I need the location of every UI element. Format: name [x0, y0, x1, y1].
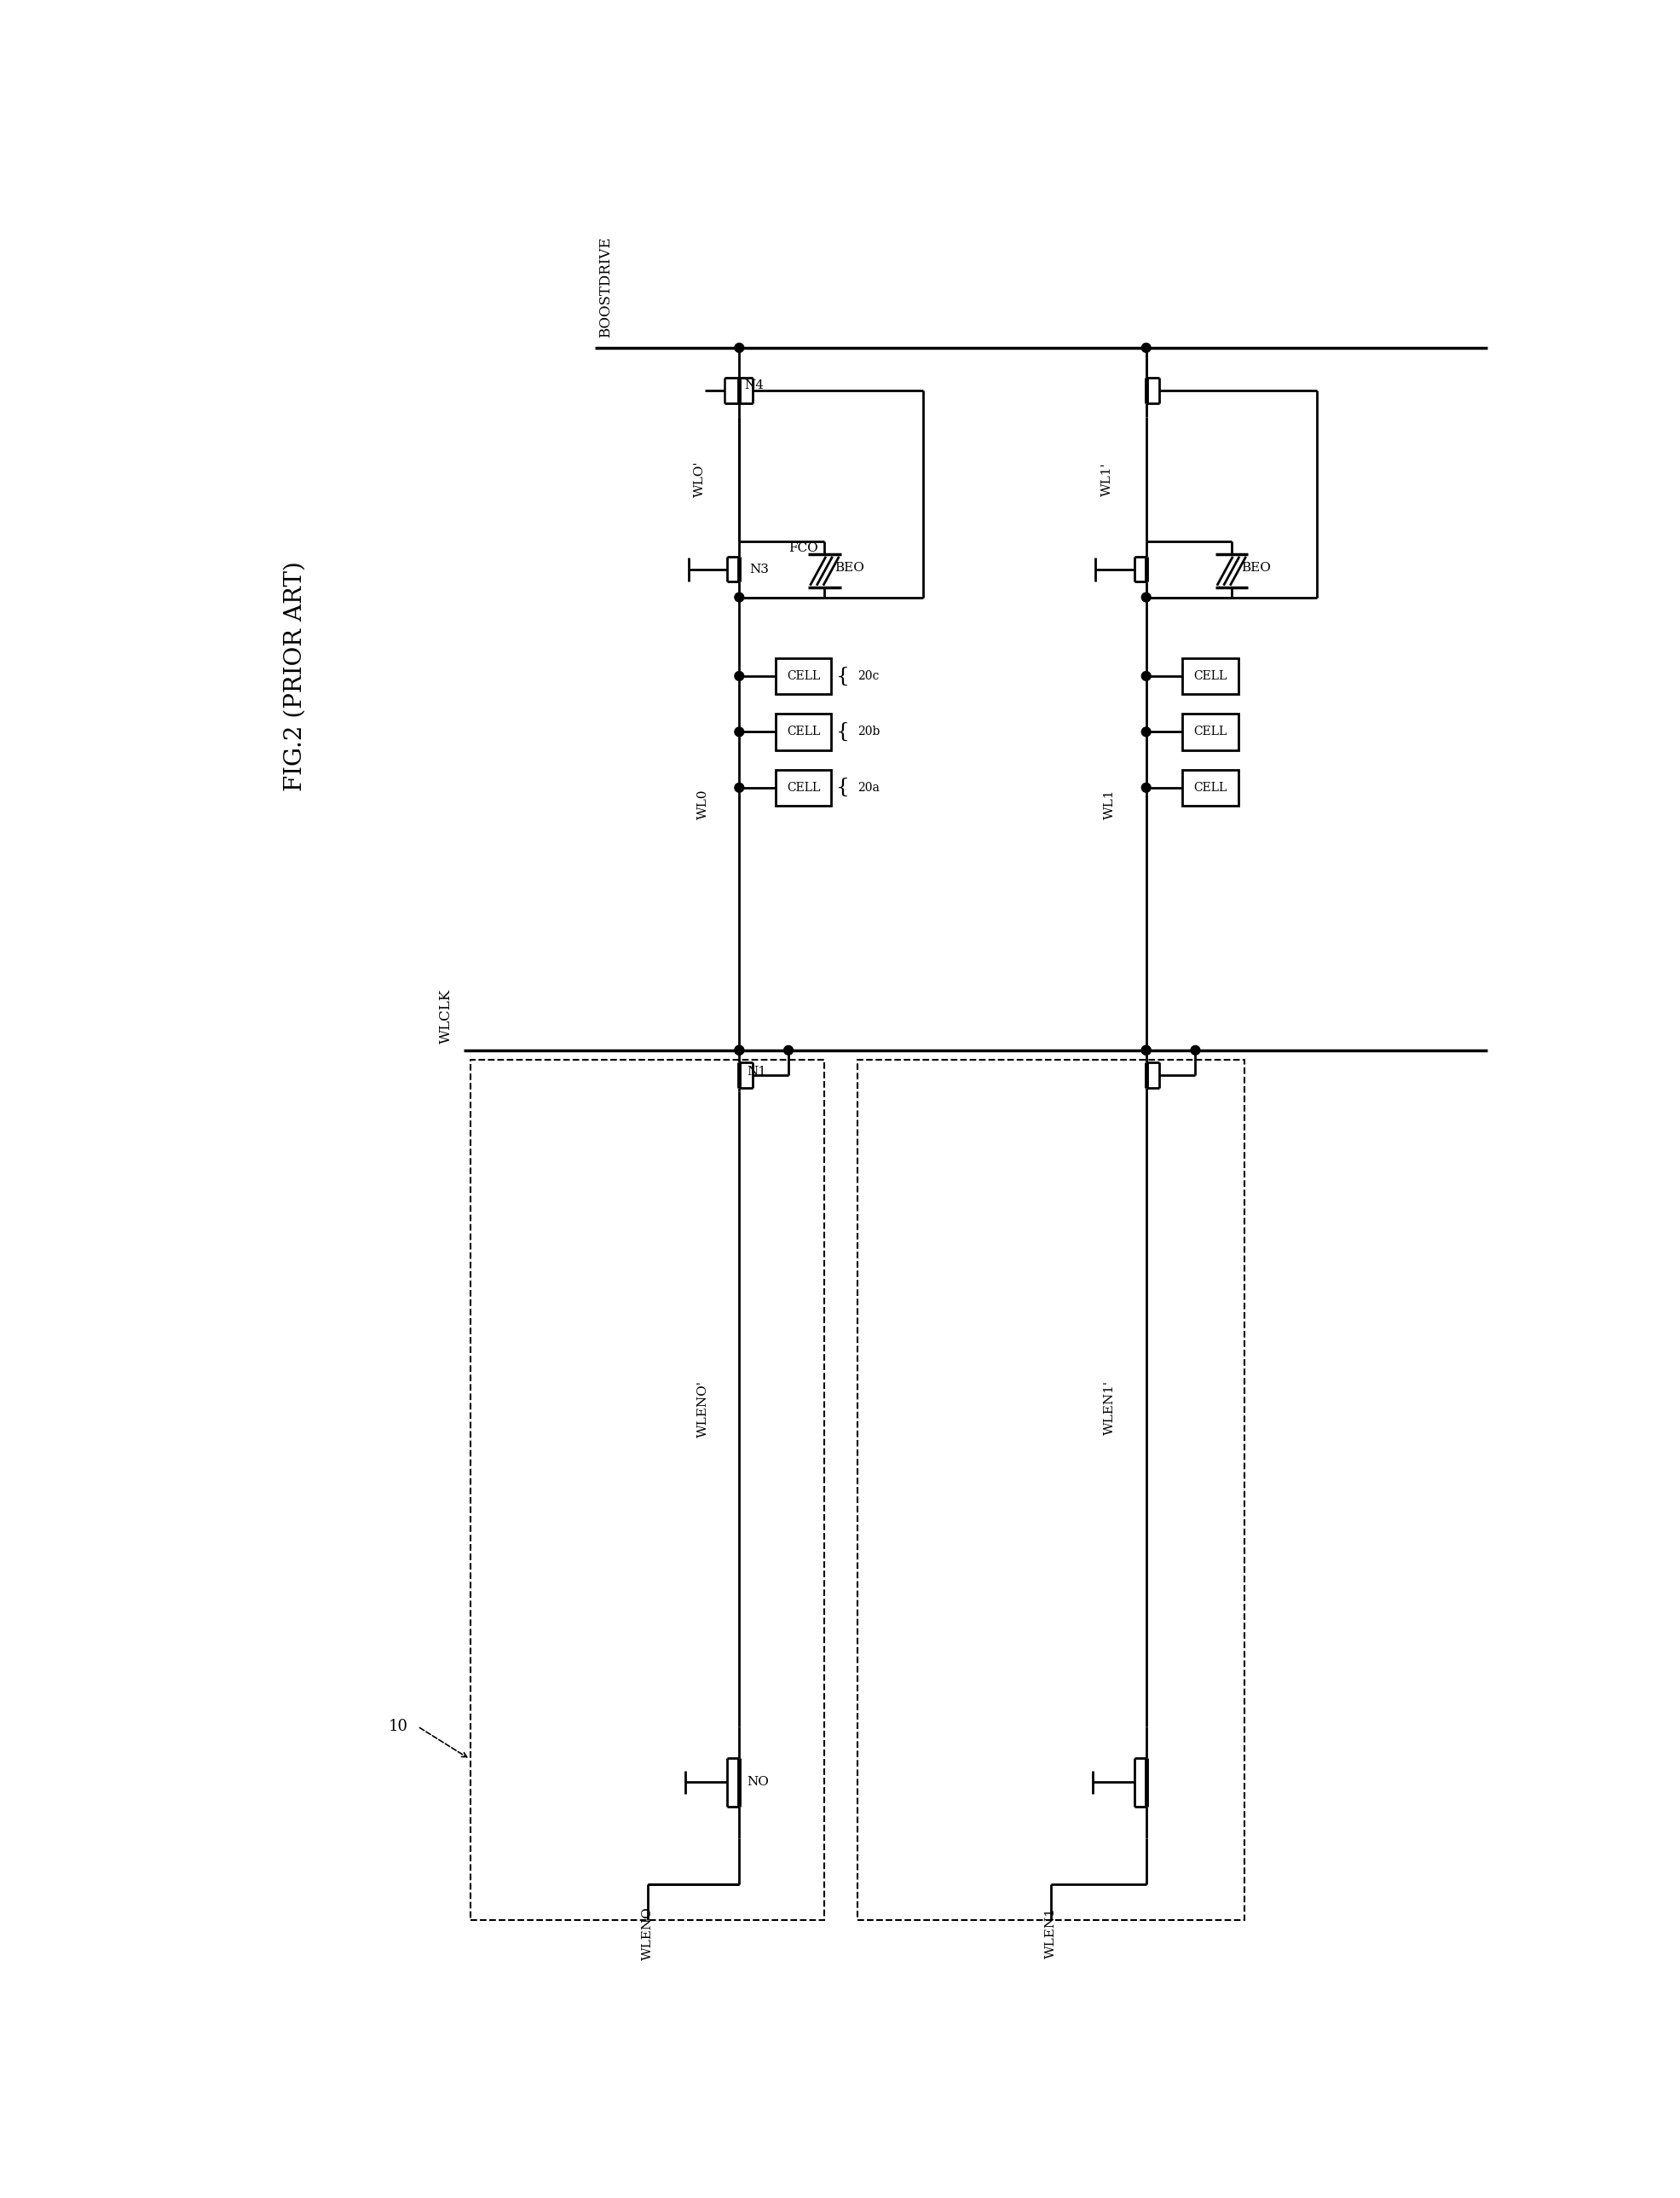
Text: BOOSTDRIVE: BOOSTDRIVE — [598, 237, 613, 338]
Text: N3: N3 — [749, 563, 768, 576]
Text: WL1: WL1 — [1104, 789, 1116, 820]
Text: N4: N4 — [744, 380, 764, 391]
Text: CELL: CELL — [1193, 725, 1226, 739]
Circle shape — [734, 670, 744, 681]
Text: {: { — [837, 778, 850, 798]
Circle shape — [1142, 1046, 1151, 1055]
Text: CELL: CELL — [1193, 670, 1226, 681]
Bar — [1183, 657, 1238, 695]
Text: {: { — [837, 721, 850, 741]
Text: NO: NO — [748, 1776, 769, 1789]
Text: CELL: CELL — [786, 782, 820, 793]
Text: WL1': WL1' — [1100, 462, 1112, 497]
Circle shape — [1191, 1046, 1200, 1055]
Text: WLO': WLO' — [694, 462, 706, 497]
Bar — [1183, 714, 1238, 750]
Circle shape — [1142, 782, 1151, 791]
Bar — [470, 1059, 825, 1921]
Text: CELL: CELL — [786, 725, 820, 739]
Circle shape — [734, 782, 744, 791]
Text: 20b: 20b — [857, 725, 880, 739]
Text: WLENO': WLENO' — [697, 1380, 709, 1437]
Text: 10: 10 — [388, 1719, 408, 1734]
Text: CELL: CELL — [1193, 782, 1226, 793]
Text: {: { — [837, 666, 850, 686]
Text: 20c: 20c — [857, 670, 879, 681]
Text: BEO: BEO — [835, 563, 864, 574]
Circle shape — [734, 1046, 744, 1055]
Circle shape — [1142, 593, 1151, 602]
Bar — [1183, 769, 1238, 807]
Circle shape — [785, 1046, 793, 1055]
Text: BEO: BEO — [1242, 563, 1272, 574]
Text: WLEN1': WLEN1' — [1104, 1380, 1116, 1435]
Text: WLENO: WLENO — [642, 1906, 654, 1961]
Bar — [857, 1059, 1245, 1921]
Text: FCO: FCO — [788, 543, 818, 554]
Text: FIG.2 (PRIOR ART): FIG.2 (PRIOR ART) — [284, 560, 306, 791]
Text: WL0: WL0 — [697, 789, 709, 820]
Circle shape — [734, 1046, 744, 1055]
Circle shape — [1142, 728, 1151, 736]
Circle shape — [734, 343, 744, 352]
Bar — [776, 657, 832, 695]
Circle shape — [734, 593, 744, 602]
Circle shape — [1142, 670, 1151, 681]
Circle shape — [734, 728, 744, 736]
Text: WLEN1: WLEN1 — [1045, 1908, 1057, 1958]
Text: CELL: CELL — [786, 670, 820, 681]
Text: 20a: 20a — [857, 782, 879, 793]
Bar — [776, 769, 832, 807]
Text: N1: N1 — [748, 1066, 766, 1077]
Circle shape — [1142, 1046, 1151, 1055]
Circle shape — [1142, 343, 1151, 352]
Bar — [776, 714, 832, 750]
Text: WLCLK: WLCLK — [438, 989, 454, 1044]
